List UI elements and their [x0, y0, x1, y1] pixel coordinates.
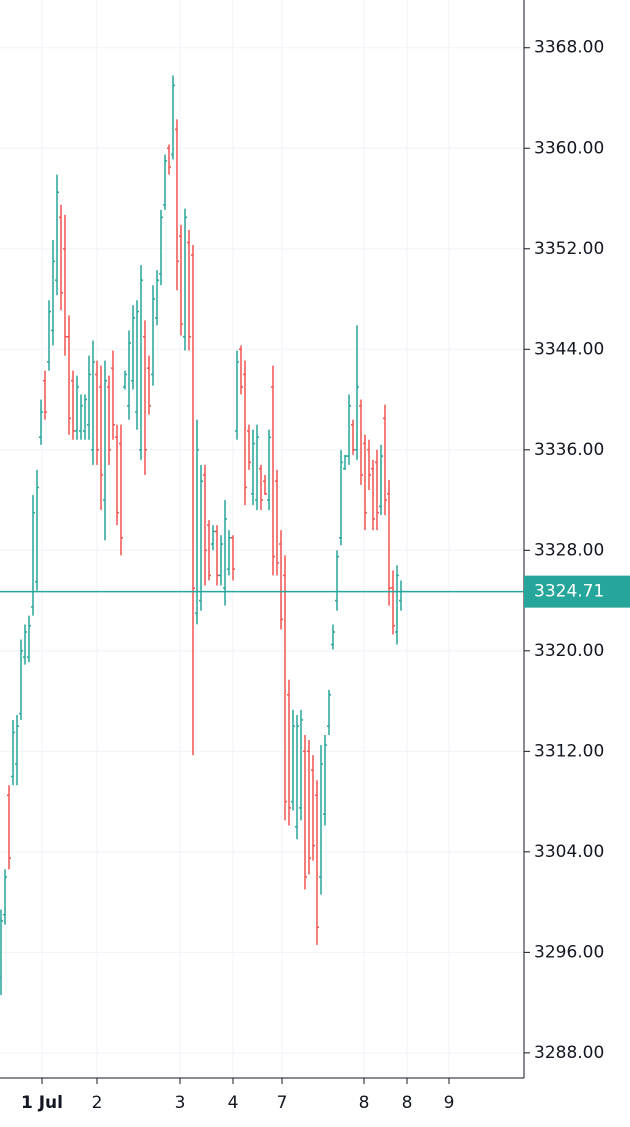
x-tick-label: 7: [277, 1093, 288, 1113]
y-tick-label: 3328.00: [534, 540, 604, 560]
y-tick-label: 3288.00: [534, 1043, 604, 1063]
x-tick-label: 1 Jul: [21, 1093, 63, 1113]
x-tick-label: 9: [444, 1093, 455, 1113]
y-tick-label: 3368.00: [534, 38, 604, 58]
x-tick-label: 8: [359, 1093, 370, 1113]
x-tick-label: 2: [92, 1093, 103, 1113]
y-tick-label: 3296.00: [534, 942, 604, 962]
y-tick-label: 3304.00: [534, 842, 604, 862]
x-tick-label: 8: [402, 1093, 413, 1113]
y-tick-label: 3320.00: [534, 641, 604, 661]
y-tick-label: 3336.00: [534, 440, 604, 460]
x-tick-label: 3: [175, 1093, 186, 1113]
y-tick-label: 3344.00: [534, 339, 604, 359]
price-label: 3324.71: [534, 582, 604, 602]
price-label-box: [524, 575, 630, 608]
y-tick-label: 3312.00: [534, 741, 604, 761]
y-tick-label: 3352.00: [534, 239, 604, 259]
x-tick-label: 4: [228, 1093, 239, 1113]
y-tick-label: 3360.00: [534, 138, 604, 158]
